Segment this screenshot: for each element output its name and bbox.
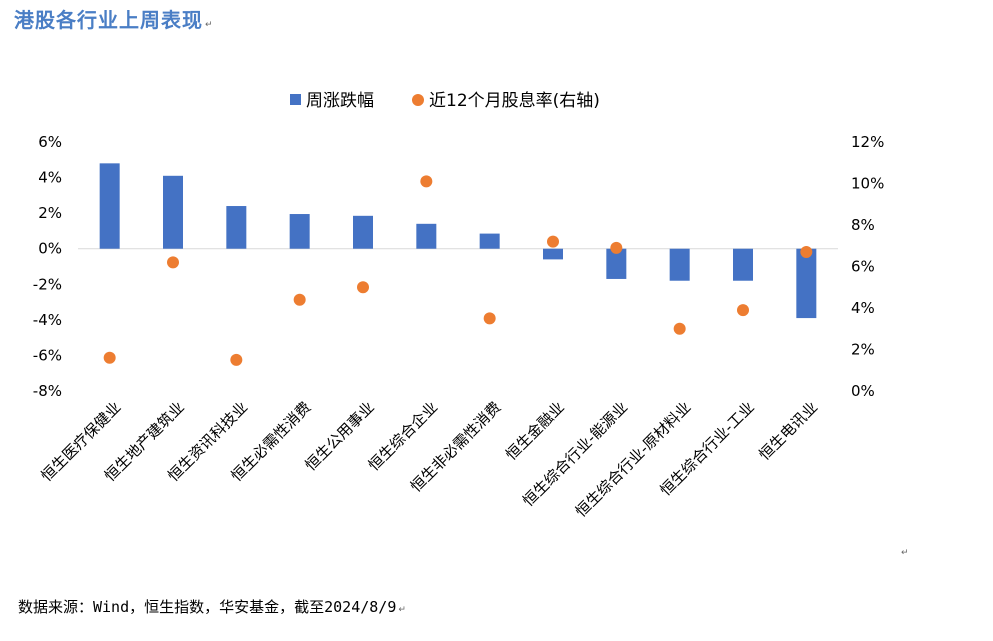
y-right-tick-label: 8% bbox=[851, 216, 875, 234]
paragraph-mark-icon: ↵ bbox=[901, 548, 909, 558]
source-note: 数据来源：Wind，恒生指数，华安基金，截至2024/8/9 ↵ bbox=[18, 596, 406, 617]
legend-swatch-bar bbox=[290, 94, 301, 105]
dot-point bbox=[357, 281, 369, 294]
dot-point bbox=[800, 245, 813, 258]
dot-point bbox=[610, 241, 623, 254]
paragraph-mark-icon: ↵ bbox=[205, 20, 214, 30]
x-category-label: 恒生综合行业-能源业 bbox=[519, 398, 631, 510]
y-right-tick-label: 4% bbox=[851, 299, 875, 317]
bar bbox=[99, 163, 120, 249]
legend-label-dot: 近12个月股息率(右轴) bbox=[429, 91, 600, 111]
bar bbox=[479, 233, 500, 249]
dot-point bbox=[420, 175, 433, 188]
bar bbox=[543, 248, 563, 260]
y-left-tick-label: 6% bbox=[38, 133, 62, 151]
y-right-tick-label: 0% bbox=[851, 382, 875, 400]
dot-point bbox=[103, 351, 116, 364]
y-left-tick-label: 0% bbox=[38, 240, 62, 258]
dot-point bbox=[737, 304, 749, 317]
y-right-tick-label: 12% bbox=[851, 133, 884, 151]
y-left-tick-label: -6% bbox=[33, 346, 62, 364]
bar bbox=[226, 206, 247, 249]
legend-swatch-dot bbox=[412, 94, 424, 106]
y-left-tick-label: -8% bbox=[33, 382, 62, 400]
bar bbox=[353, 215, 373, 249]
bar bbox=[796, 248, 817, 319]
legend-label-bar: 周涨跌幅 bbox=[306, 91, 374, 111]
y-left-tick-label: 2% bbox=[38, 204, 62, 222]
dot-point bbox=[547, 235, 559, 248]
y-left-tick-label: 4% bbox=[38, 169, 62, 187]
dot-point bbox=[230, 353, 243, 366]
y-right-tick-label: 6% bbox=[851, 258, 875, 276]
dot-point bbox=[293, 293, 306, 306]
bar bbox=[416, 223, 437, 249]
bar bbox=[606, 248, 627, 279]
x-category-label: 恒生电讯业 bbox=[755, 398, 821, 464]
bar bbox=[669, 248, 690, 281]
source-text: 数据来源：Wind，恒生指数，华安基金，截至2024/8/9 bbox=[18, 598, 397, 616]
title-text: 港股各行业上周表现 bbox=[14, 8, 203, 32]
paragraph-mark-icon: ↵ bbox=[398, 605, 406, 615]
x-category-label: 恒生综合行业-原材料业 bbox=[572, 398, 695, 521]
y-right-tick-label: 10% bbox=[851, 175, 884, 193]
bar bbox=[289, 214, 310, 249]
bar bbox=[733, 248, 753, 281]
x-category-label: 恒生金融业 bbox=[502, 398, 568, 464]
dot-point bbox=[483, 312, 496, 325]
y-left-tick-label: -2% bbox=[33, 275, 62, 293]
page-title: 港股各行业上周表现 ↵ bbox=[14, 4, 214, 33]
dot-point bbox=[167, 256, 179, 269]
dot-point bbox=[673, 322, 686, 335]
y-left-tick-label: -4% bbox=[33, 311, 62, 329]
bar bbox=[163, 175, 183, 249]
y-right-tick-label: 2% bbox=[851, 341, 875, 359]
